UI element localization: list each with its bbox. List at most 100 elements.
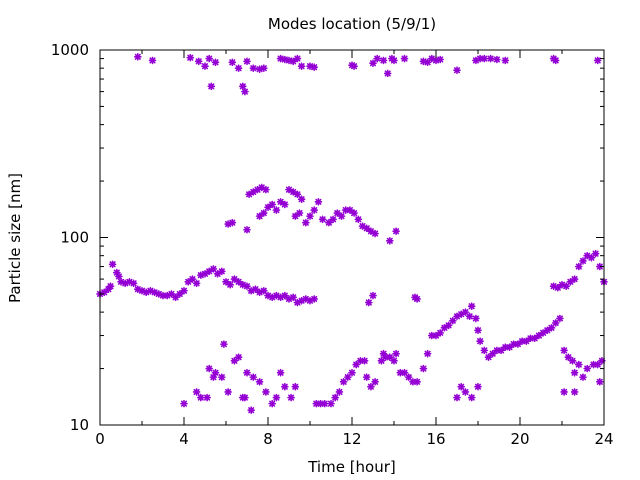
data-point [591, 249, 600, 258]
data-point [243, 225, 251, 234]
data-point [472, 314, 480, 323]
plot-frame [99, 49, 605, 426]
data-point [392, 227, 400, 236]
data-point [192, 279, 201, 288]
data-point [230, 356, 239, 365]
data-point [148, 56, 157, 65]
data-point [106, 282, 115, 290]
data-point [350, 62, 358, 70]
data-point [327, 399, 335, 408]
data-point [108, 260, 117, 269]
data-point [228, 58, 237, 67]
data-point [272, 393, 281, 402]
data-point [476, 337, 484, 345]
data-point [159, 291, 167, 300]
data-point [474, 326, 482, 335]
data-point [310, 295, 319, 303]
data-point [262, 388, 270, 396]
data-point [180, 286, 188, 295]
x-tick-label: 16 [426, 430, 445, 448]
data-point [280, 291, 289, 300]
data-point [493, 346, 501, 355]
data-point [331, 393, 340, 402]
data-point [239, 82, 247, 91]
data-point [224, 388, 232, 396]
data-point [467, 393, 476, 402]
x-tick-label: 4 [179, 430, 189, 448]
data-point [291, 212, 300, 220]
data-point [192, 388, 201, 396]
data-point [243, 282, 251, 290]
data-point [259, 286, 268, 295]
data-point [570, 388, 579, 396]
data-point [320, 399, 329, 408]
data-point [272, 206, 281, 214]
data-point [350, 209, 358, 217]
y-axis-label: Particle size [nm] [6, 173, 24, 303]
data-point [566, 278, 575, 286]
data-point [295, 209, 304, 217]
data-point [262, 185, 270, 194]
data-point [423, 349, 432, 358]
data-point [551, 319, 560, 327]
data-point [568, 356, 577, 365]
data-point [480, 54, 489, 63]
data-point [419, 364, 428, 373]
data-point [579, 373, 587, 381]
data-point [369, 291, 377, 300]
y-tick-label: 1000 [51, 41, 89, 59]
data-point [436, 55, 445, 64]
data-point [574, 360, 583, 369]
data-point [186, 53, 195, 62]
data-point [579, 257, 587, 265]
data-point [501, 343, 510, 351]
plot-area [96, 52, 608, 414]
data-point [354, 215, 363, 224]
data-point [453, 66, 461, 75]
data-point [249, 64, 258, 72]
data-point [335, 388, 344, 396]
data-point [493, 55, 501, 64]
y-tick-label: 10 [70, 416, 89, 434]
data-point [205, 364, 213, 373]
data-point [436, 329, 445, 337]
data-point [457, 382, 466, 391]
data-point [289, 293, 298, 302]
data-point [291, 382, 300, 391]
data-point [129, 279, 138, 288]
data-point [134, 52, 142, 61]
data-point [276, 368, 285, 377]
data-point [255, 377, 264, 386]
data-point [400, 54, 409, 63]
data-point [243, 57, 251, 66]
data-point [505, 343, 514, 351]
data-point [480, 346, 489, 355]
x-axis-label: Time [hour] [307, 458, 396, 476]
data-point [268, 200, 277, 209]
data-point [358, 222, 367, 230]
data-point [268, 399, 277, 408]
data-point [465, 312, 474, 321]
x-tick-label: 0 [95, 430, 105, 448]
data-point [404, 373, 413, 381]
data-point [314, 198, 323, 206]
data-point [488, 349, 497, 358]
data-point [115, 272, 123, 281]
data-point [467, 302, 476, 311]
data-point [249, 373, 258, 381]
data-point [593, 56, 602, 65]
data-point [392, 349, 400, 358]
data-point [241, 87, 249, 96]
x-axis: 0 4 8 12 16 20 24 [95, 50, 614, 448]
data-point [180, 399, 188, 408]
data-point [570, 368, 579, 377]
data-point [297, 195, 306, 204]
data-point [413, 377, 421, 386]
data-point [259, 64, 268, 72]
data-point [241, 393, 249, 402]
data-point [583, 364, 592, 373]
data-point [413, 295, 421, 303]
data-point [301, 218, 310, 227]
data-point [453, 393, 461, 402]
data-point [373, 54, 382, 63]
